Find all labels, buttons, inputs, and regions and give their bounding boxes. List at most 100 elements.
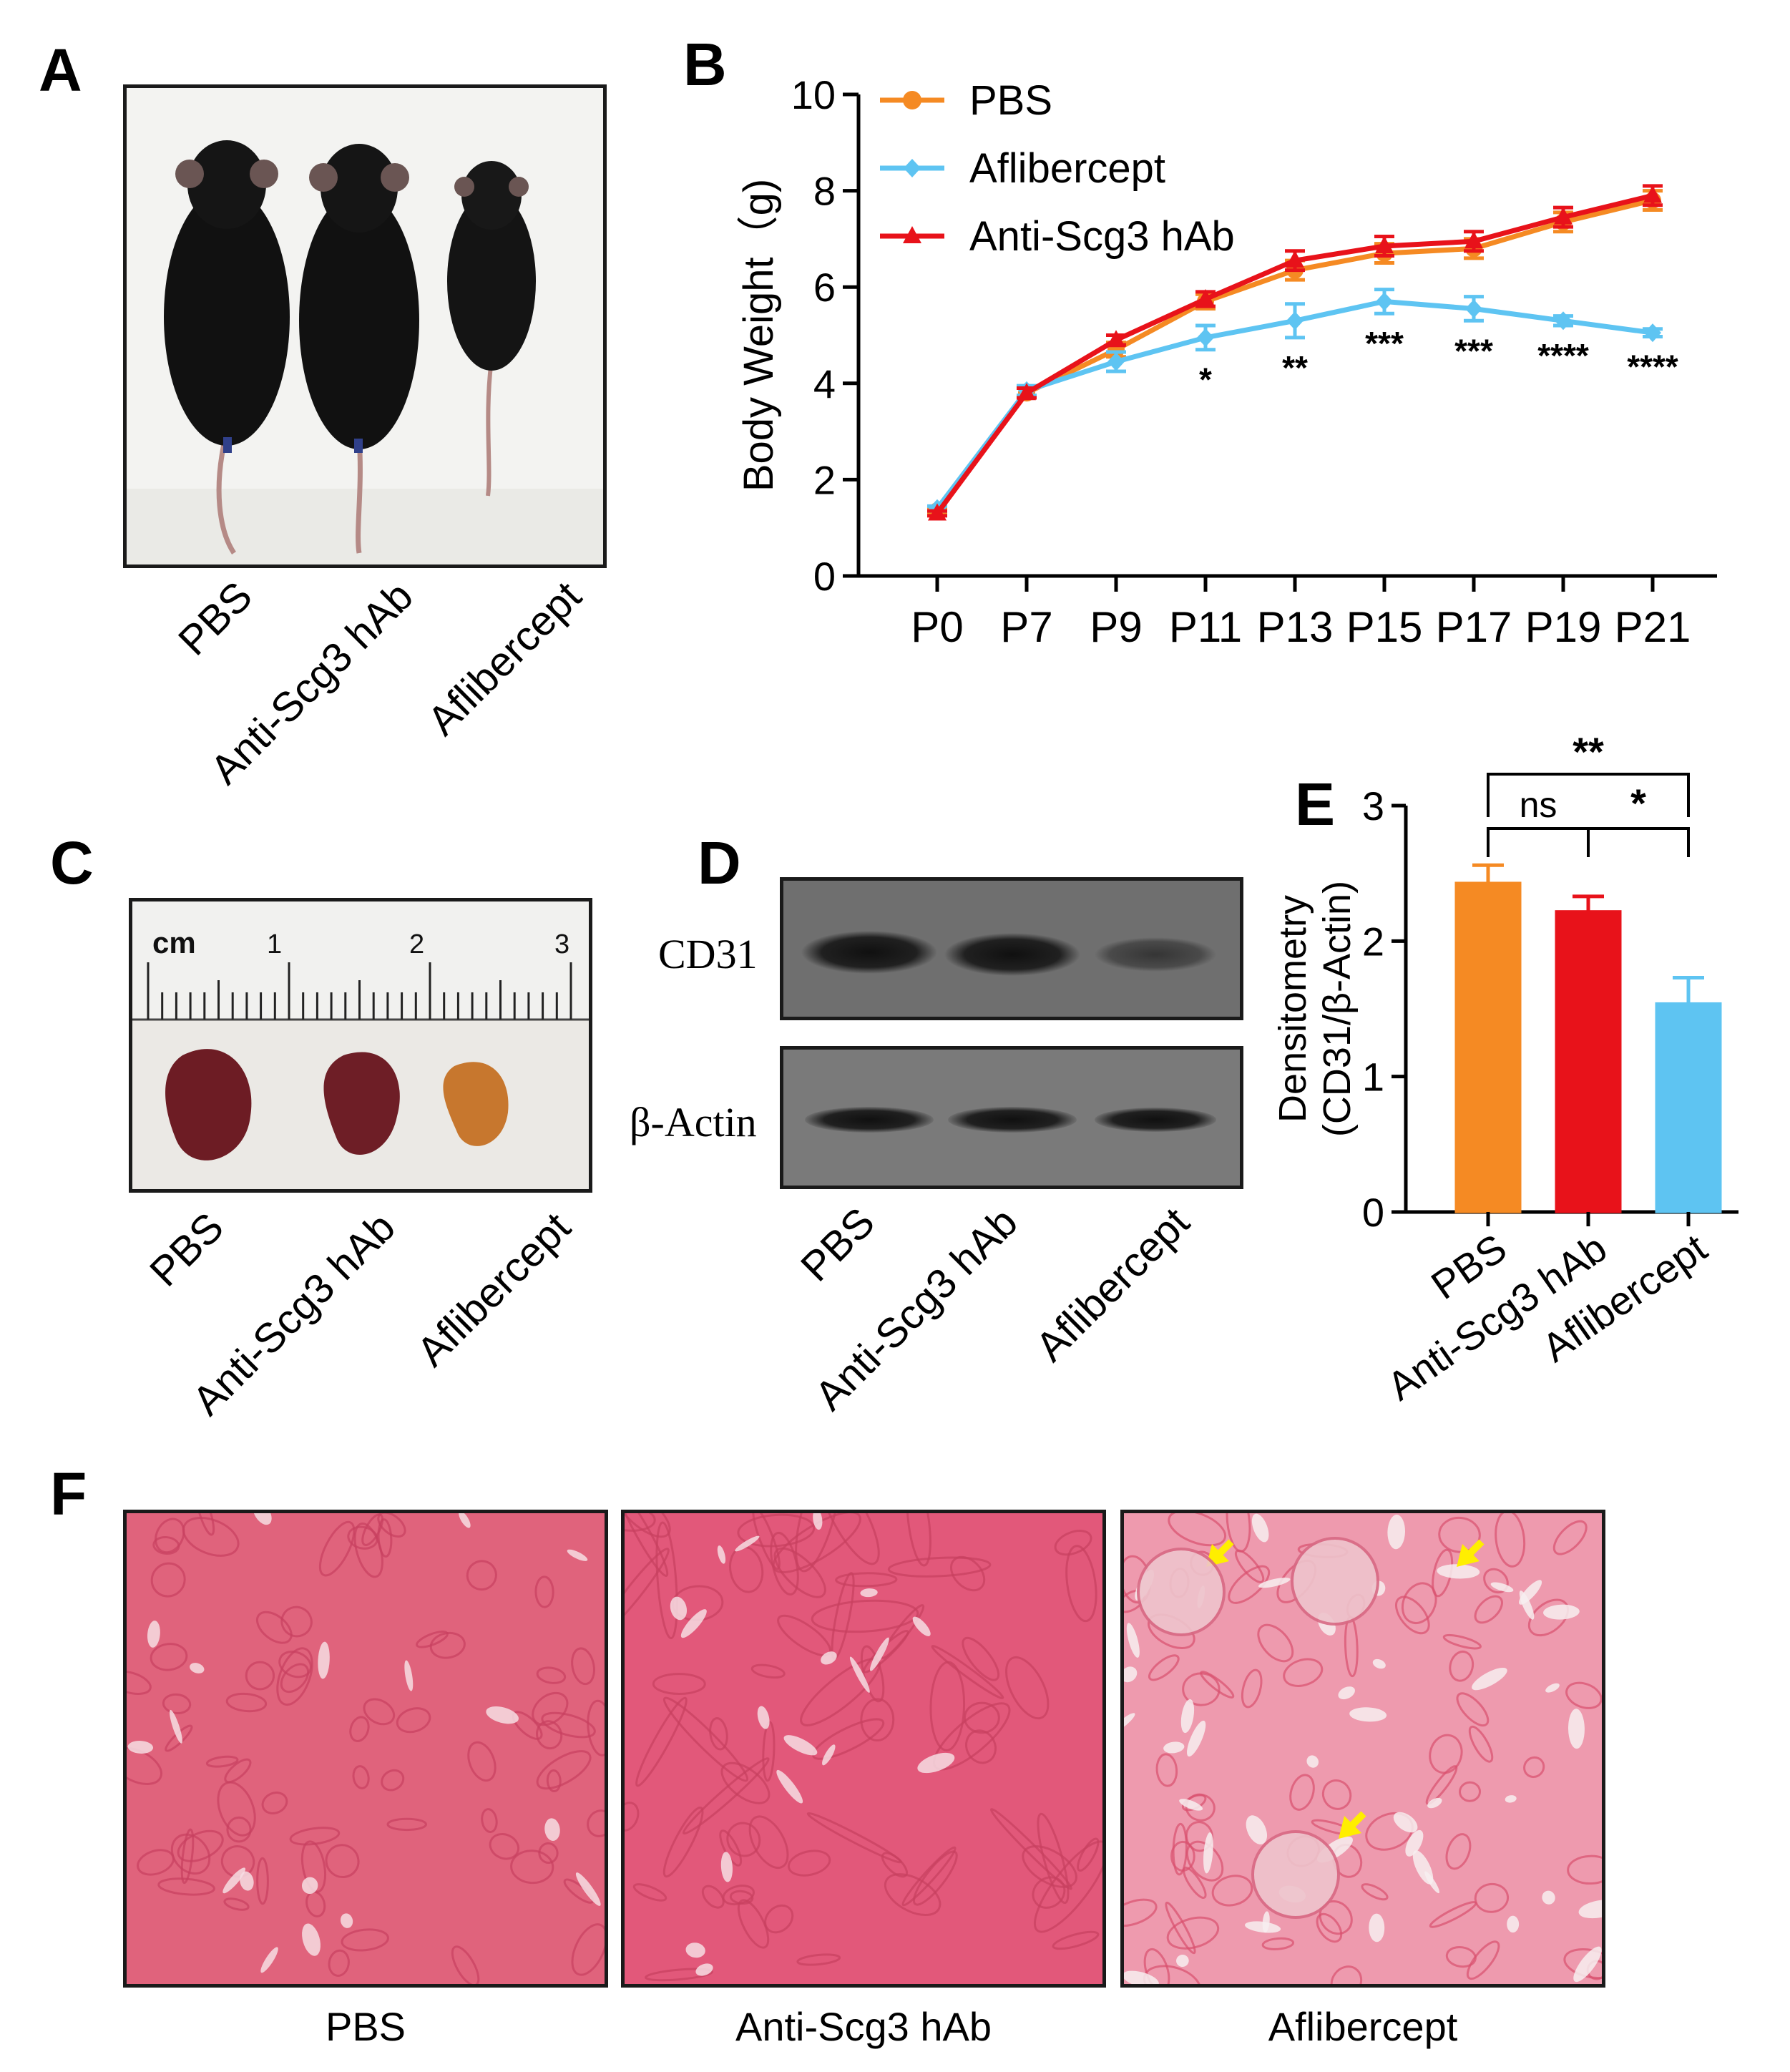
lumen	[1505, 1795, 1517, 1803]
band-cd31-aflibercept	[1095, 937, 1216, 972]
lumen	[240, 1871, 254, 1891]
histology-caption-pbs: PBS	[325, 2004, 406, 2049]
tubule	[1445, 1945, 1477, 1968]
tubule	[1466, 1940, 1500, 1980]
panel-letter-b: B	[683, 31, 727, 98]
mouse-anti-scg3	[299, 144, 419, 554]
lumen	[1573, 1946, 1602, 1983]
tubule	[481, 1808, 498, 1834]
data-point	[1196, 289, 1215, 307]
tubule	[1032, 1876, 1066, 1909]
tubule	[1185, 1821, 1213, 1852]
legend-label: Anti-Scg3 hAb	[969, 213, 1235, 260]
lumen	[567, 1549, 588, 1561]
histology-aflibercept	[1120, 1510, 1605, 1988]
band-cd31-pbs	[801, 931, 937, 974]
lumen	[1568, 1709, 1585, 1749]
y-tick-label: 8	[813, 169, 836, 214]
panel-c-label-aflibercept: Aflibercept	[408, 1203, 579, 1376]
lumen	[340, 1913, 353, 1928]
tubule	[1228, 1565, 1271, 1604]
bracket-line	[1487, 827, 1590, 857]
tubule	[546, 1769, 562, 1793]
tubule	[223, 1897, 250, 1911]
arrow-head	[1339, 1816, 1361, 1839]
tubule	[625, 1548, 670, 1635]
tubule	[931, 1645, 1004, 1699]
tubule	[328, 1949, 350, 1977]
tubule	[1166, 1916, 1220, 1950]
tubule	[1005, 1656, 1050, 1720]
tubule	[729, 1545, 764, 1593]
tubule	[489, 1833, 520, 1860]
blot-actin	[780, 1046, 1243, 1189]
tubule	[652, 1673, 706, 1695]
lumen	[253, 1513, 272, 1525]
kidney-anti-scg3	[323, 1052, 400, 1155]
lumen	[1163, 1741, 1185, 1754]
lumen	[575, 1872, 601, 1906]
data-point	[928, 503, 947, 521]
mouse-pbs	[164, 140, 290, 554]
legend-label: Aflibercept	[969, 145, 1165, 192]
tubule	[1234, 1549, 1265, 1583]
tubule	[811, 1718, 885, 1760]
tubule	[466, 1560, 497, 1591]
data-point	[1107, 352, 1125, 371]
tubule	[1211, 1875, 1253, 1907]
tubule	[386, 1817, 427, 1832]
legend-label: PBS	[969, 77, 1052, 124]
tubule	[300, 1840, 327, 1893]
tubule	[655, 1521, 678, 1640]
tubule	[701, 1885, 725, 1909]
panel-a-label-pbs: PBS	[169, 572, 261, 665]
panel-letter-f: F	[50, 1460, 87, 1528]
data-point	[1017, 383, 1036, 401]
tubule	[1438, 1516, 1481, 1553]
tubule	[729, 1890, 754, 1905]
data-point	[1286, 250, 1304, 268]
lumen	[720, 1852, 733, 1882]
lumen	[1519, 1580, 1542, 1605]
tubule	[261, 1792, 288, 1814]
tubule	[1567, 1854, 1602, 1885]
tubule	[276, 1647, 313, 1706]
tubule	[318, 1520, 356, 1577]
significance-label: *	[1199, 361, 1212, 399]
band-actin-pbs	[805, 1107, 934, 1133]
tubule	[720, 1761, 771, 1804]
panel-a-label-aflibercept: Aflibercept	[419, 572, 590, 745]
histology-caption-aflibercept: Aflibercept	[1268, 2004, 1458, 2049]
tubule	[1474, 1882, 1510, 1913]
y-axis-label: Densitometry	[1273, 895, 1314, 1123]
lumen	[821, 1651, 837, 1665]
tubule	[534, 1575, 554, 1608]
series-1	[927, 288, 1663, 518]
tubule	[1185, 1840, 1224, 1882]
tubule	[256, 1857, 269, 1905]
histology-pbs	[123, 1510, 608, 1988]
tubule	[662, 1696, 749, 1782]
significance-label: ***	[1454, 332, 1493, 369]
lumen	[685, 1942, 705, 1958]
tubule	[587, 1809, 605, 1837]
lumen	[869, 1637, 889, 1671]
tubule	[280, 1606, 313, 1638]
tubule	[571, 1647, 595, 1686]
tubule	[205, 1755, 239, 1768]
tubule	[737, 1513, 816, 1548]
tubule	[571, 1923, 605, 1976]
lumen	[1578, 1900, 1602, 1919]
tubule	[748, 1815, 789, 1870]
legend-item: PBS	[880, 77, 1052, 124]
tubule	[150, 1562, 186, 1598]
tubule	[1165, 1901, 1196, 1955]
tubule	[1425, 1765, 1458, 1805]
data-point	[1465, 299, 1482, 318]
tubule	[901, 1846, 957, 1907]
lumen	[544, 1818, 560, 1841]
tubule	[682, 1757, 770, 1835]
tubule	[467, 1741, 497, 1782]
comparison-label: ns	[1520, 785, 1557, 825]
